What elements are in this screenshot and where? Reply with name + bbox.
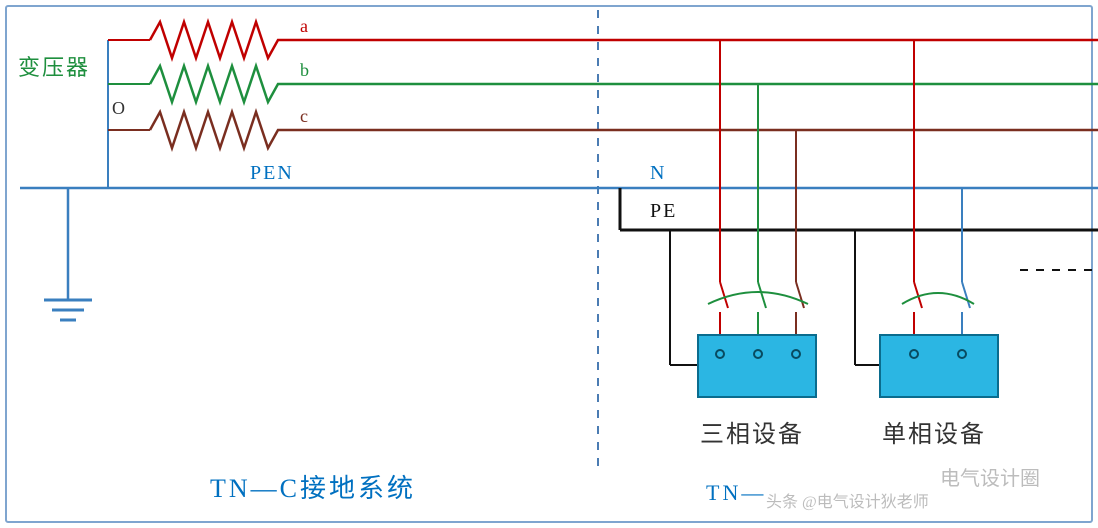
- watermark-1: 电气设计圈: [940, 462, 1040, 491]
- phase-c-coil: [150, 112, 290, 148]
- phase-b-label: b: [300, 60, 309, 81]
- tns-system-prefix: TN—: [706, 480, 766, 506]
- pen-label: PEN: [250, 162, 294, 185]
- single-phase-device-label: 单相设备: [882, 414, 986, 449]
- tnc-system-label: TN—C接地系统: [210, 468, 416, 505]
- phase-c-label: c: [300, 106, 308, 127]
- neutral-o-label: O: [112, 98, 125, 119]
- pe-label: PE: [650, 200, 677, 223]
- single-phase-device-box: [880, 335, 998, 397]
- phase-a-label: a: [300, 16, 308, 37]
- phase-b-coil: [150, 66, 290, 102]
- watermark-2: 头条 @电气设计狄老师: [766, 488, 929, 512]
- n-label: N: [650, 162, 664, 185]
- transformer-label: 变压器: [18, 50, 90, 82]
- three-phase-device-label: 三相设备: [700, 414, 804, 449]
- phase-a-coil: [150, 22, 290, 58]
- three-phase-device-box: [698, 335, 816, 397]
